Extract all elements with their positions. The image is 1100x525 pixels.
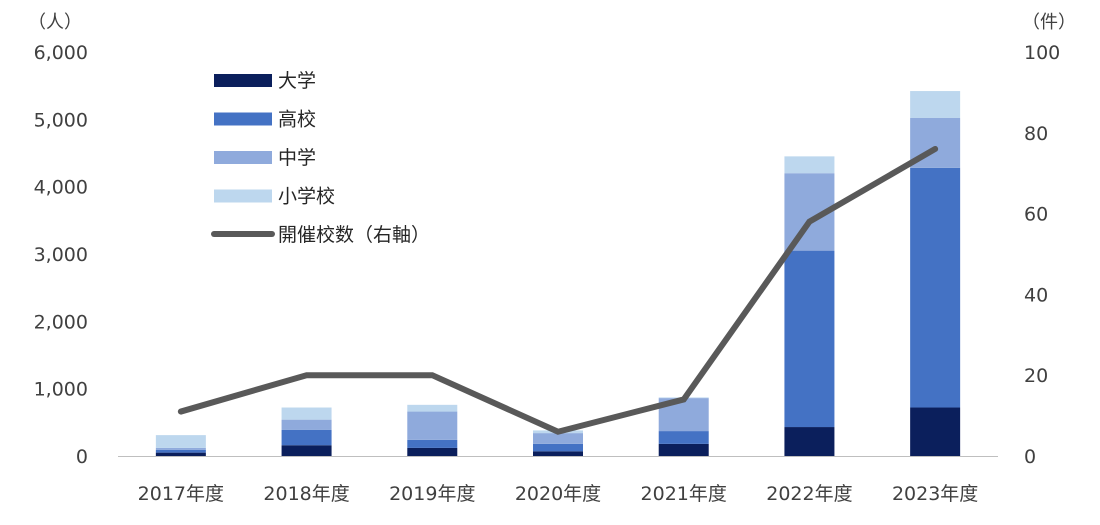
left-axis-unit: （人） xyxy=(28,12,82,33)
legend-swatch xyxy=(214,112,272,126)
right-tick-label: 100 xyxy=(1024,42,1060,64)
bar-segment xyxy=(281,407,332,420)
bar-segment xyxy=(281,419,332,430)
bar-segment xyxy=(658,443,709,456)
legend-label: 開催校数（右軸） xyxy=(278,224,430,246)
bar-segment xyxy=(155,449,206,453)
left-tick-label: 1,000 xyxy=(34,379,88,401)
bar-segment xyxy=(407,411,458,440)
bar-segment xyxy=(658,431,709,444)
line-series xyxy=(177,145,939,435)
left-tick-label: 6,000 xyxy=(34,42,88,64)
right-tick-label: 80 xyxy=(1024,123,1048,145)
legend-swatch xyxy=(214,151,272,164)
bar-segment xyxy=(910,91,961,118)
bar-segment xyxy=(407,447,458,456)
right-axis: 0 20 40 60 80 100 xyxy=(1024,42,1060,468)
bar-segment xyxy=(533,443,583,452)
left-tick-label: 0 xyxy=(76,446,88,468)
legend-label: 中学 xyxy=(278,147,316,169)
right-tick-label: 60 xyxy=(1024,204,1048,226)
legend-swatch xyxy=(214,189,272,203)
category-label: 2017年度 xyxy=(138,483,224,505)
line-series-path xyxy=(177,145,939,435)
legend-label: 大学 xyxy=(278,70,316,92)
legend-label: 小学校 xyxy=(278,186,335,208)
bar-segment xyxy=(784,250,835,428)
bar-segment xyxy=(910,167,961,408)
bar-segment xyxy=(407,439,458,448)
bar-segment xyxy=(784,427,835,456)
bar-segment xyxy=(533,433,583,444)
legend-label: 高校 xyxy=(278,109,316,131)
category-label: 2019年度 xyxy=(389,483,475,505)
left-axis: 0 1,000 2,000 3,000 4,000 5,000 6,000 xyxy=(34,42,88,468)
bar-segment xyxy=(407,404,458,412)
bars xyxy=(155,91,961,456)
bar-segment xyxy=(910,407,961,456)
category-label: 2021年度 xyxy=(641,483,727,505)
category-label: 2020年度 xyxy=(515,483,601,505)
category-label: 2018年度 xyxy=(263,483,349,505)
left-tick-label: 2,000 xyxy=(34,311,88,333)
right-axis-unit: （件） xyxy=(1022,12,1076,33)
right-tick-label: 0 xyxy=(1024,446,1036,468)
right-tick-label: 40 xyxy=(1024,284,1048,306)
bar-segment xyxy=(155,452,206,456)
legend-swatch xyxy=(214,74,272,87)
bar-segment xyxy=(533,451,583,456)
bar-segment xyxy=(784,156,835,174)
bar-segment xyxy=(281,429,332,446)
left-tick-label: 5,000 xyxy=(34,109,88,131)
category-label: 2022年度 xyxy=(766,483,852,505)
bar-segment xyxy=(281,445,332,456)
right-tick-label: 20 xyxy=(1024,365,1048,387)
left-tick-label: 4,000 xyxy=(34,177,88,199)
x-axis: 2017年度 2018年度 2019年度 2020年度 2021年度 2022年度 2023… xyxy=(138,483,979,505)
bar-segment xyxy=(155,447,206,450)
left-tick-label: 3,000 xyxy=(34,244,88,266)
category-label: 2023年度 xyxy=(892,483,978,505)
bar-segment xyxy=(155,435,206,448)
